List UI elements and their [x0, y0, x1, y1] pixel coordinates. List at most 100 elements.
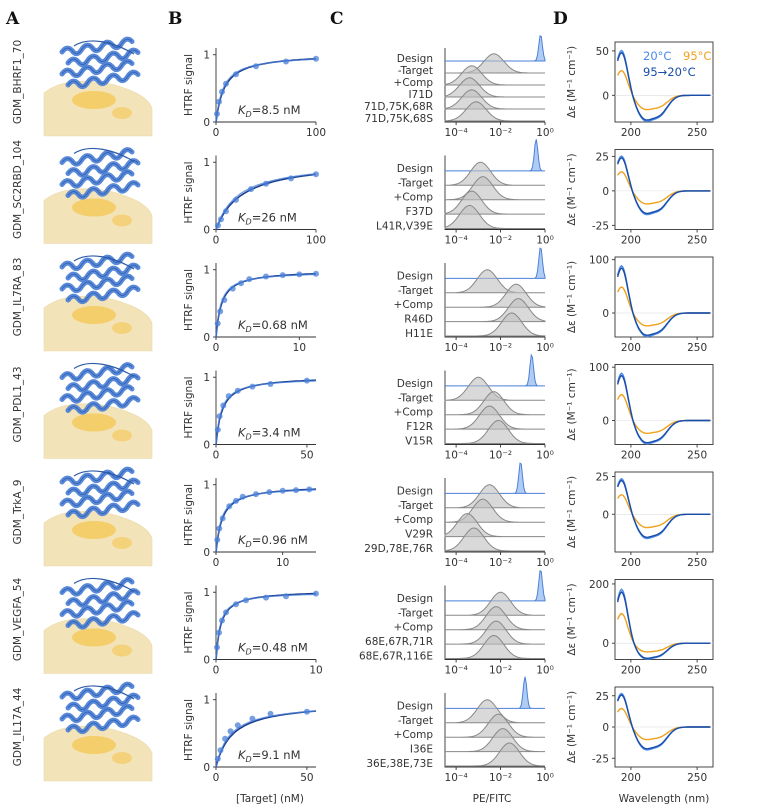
d-x-tick-label: 200: [621, 342, 641, 354]
helix-outline: [61, 490, 133, 507]
d-y-axis-label: Δε (M⁻¹ cm⁻¹): [566, 153, 578, 225]
panel-letter-a: A: [5, 9, 20, 29]
data-point: [263, 273, 269, 280]
histogram-label: 71D,75K,68S: [365, 113, 434, 125]
c-x-tick-label: 10⁰: [536, 772, 554, 784]
data-point: [253, 63, 259, 70]
loop-coil: [73, 685, 135, 700]
control-histogram: [445, 713, 545, 738]
kd-label: KD=9.1 nM: [238, 748, 301, 764]
fit-curve-replicate: [215, 380, 317, 445]
spectrum-95-to-20c: [616, 51, 711, 121]
d-y-tick-label: 0: [602, 186, 609, 198]
design-name: GDM_IL7RA_83: [12, 258, 24, 337]
b-x-tick-label: 100: [306, 127, 326, 139]
interface-patch: [112, 214, 132, 227]
c-x-tick-label: 10⁰: [536, 235, 554, 247]
design-histogram: [445, 353, 545, 387]
data-point: [267, 710, 274, 717]
data-point: [234, 387, 241, 394]
helix-outline: [61, 705, 133, 722]
c-x-tick-label: 10⁻²: [489, 235, 512, 247]
interface-patch: [112, 107, 132, 119]
c-x-tick-label: 10⁻²: [489, 557, 512, 569]
histogram-label: 68E,67R,71R: [365, 636, 433, 648]
design-histogram: [445, 676, 545, 709]
control-histogram: [444, 89, 545, 110]
control-histogram: [445, 591, 545, 616]
d-y-tick-label: 50: [596, 46, 609, 58]
d-y-axis-label: Δε (M⁻¹ cm⁻¹): [566, 261, 578, 333]
b-y-tick-label: 0: [203, 225, 210, 237]
d-y-tick-label: 100: [589, 362, 609, 374]
data-point: [313, 590, 319, 597]
data-point: [219, 88, 225, 95]
helix-outline: [67, 182, 139, 198]
d-y-tick-label: 25: [596, 472, 609, 484]
c-x-tick-label: 10⁻⁴: [445, 235, 468, 247]
c-x-tick-label: 10⁰: [536, 342, 554, 354]
loop-coil: [73, 470, 135, 485]
control-histogram: [445, 484, 545, 509]
b-x-tick-label: 50: [300, 772, 313, 784]
row-GDM_SC2RBD_104: GDM_SC2RBD_104 0 1 0 100 HTRF signal KD=26 nM D…: [12, 139, 714, 247]
helix-outline: [67, 71, 139, 88]
data-point: [226, 503, 233, 510]
b-y-tick-label: 0: [203, 762, 210, 774]
fit-curve-replicate: [215, 58, 317, 123]
data-point: [239, 493, 246, 500]
d-x-tick-label: 200: [621, 557, 641, 569]
b-y-tick-label: 0: [203, 440, 210, 452]
control-histogram: [444, 205, 545, 229]
interface-patch: [112, 429, 132, 442]
data-point: [279, 272, 286, 279]
data-point: [233, 71, 239, 78]
d-x-tick-label: 200: [621, 665, 641, 677]
data-point: [234, 722, 241, 729]
row-GDM_IL17A_44: GDM_IL17A_44 0 1 0 50 HTRF signal KD=9.1 nM Des…: [12, 676, 714, 784]
b-x-axis-label: [Target] (nM): [236, 793, 304, 805]
c-x-tick-label: 10⁻⁴: [445, 772, 468, 784]
d-frame: [614, 256, 714, 338]
c-axes: [444, 478, 545, 553]
kd-label: KD=3.4 nM: [238, 426, 301, 442]
d-x-tick-label: 200: [621, 127, 641, 139]
helix-outline: [67, 694, 139, 711]
d-x-tick-label: 250: [687, 772, 707, 784]
c-x-tick-label: 10⁰: [536, 450, 554, 462]
data-point: [217, 308, 224, 315]
c-axes: [444, 263, 545, 338]
data-point: [218, 216, 224, 223]
helix-outline: [67, 264, 139, 281]
data-point: [223, 208, 229, 215]
b-x-tick-label: 0: [213, 342, 220, 354]
c-x-tick-label: 10⁻²: [489, 772, 512, 784]
histogram-label: -Target: [398, 715, 433, 727]
helix-outline: [61, 60, 133, 77]
spectrum-95-to-20c: [616, 156, 711, 215]
helix-outline: [67, 612, 139, 628]
histogram-label: Design: [397, 593, 433, 605]
legend-20c: 20°C: [643, 49, 671, 63]
structure-image: [43, 251, 153, 352]
c-x-tick-label: 10⁻⁴: [445, 665, 468, 677]
data-point: [303, 708, 310, 715]
b-x-tick-label: 0: [213, 235, 220, 247]
helix-outline: [67, 716, 139, 733]
cd-spectrum-chart: 200 0 200 250 Δε (M⁻¹ cm⁻¹): [566, 579, 714, 677]
control-histogram: [445, 699, 545, 724]
d-frame: [614, 579, 714, 660]
data-point: [288, 175, 294, 182]
d-frame: [614, 41, 714, 123]
kd-label: KD=26 nM: [238, 211, 297, 227]
d-y-tick-label: 0: [602, 638, 609, 650]
interface-patch: [112, 752, 132, 764]
histogram-label: -Target: [398, 177, 433, 189]
control-histogram: [445, 391, 545, 416]
histogram-label: +Comp: [394, 192, 434, 204]
data-point: [221, 297, 228, 303]
